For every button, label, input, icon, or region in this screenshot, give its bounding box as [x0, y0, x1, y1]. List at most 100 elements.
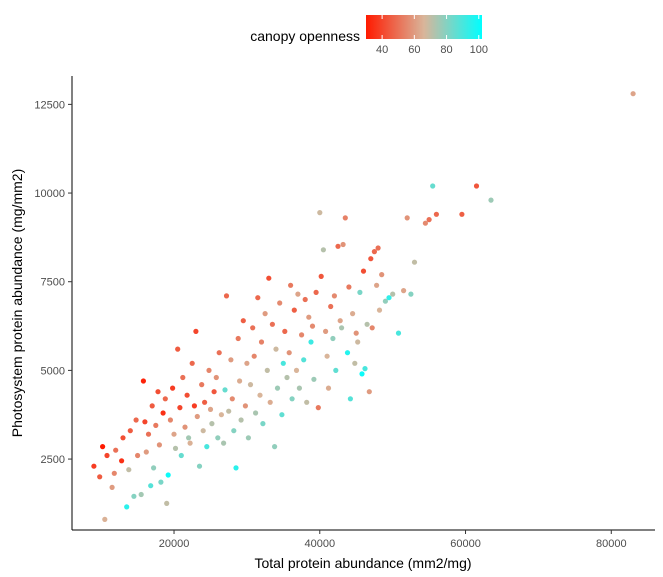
data-point	[200, 428, 206, 434]
data-point	[313, 289, 319, 295]
data-point	[340, 241, 346, 248]
data-point	[374, 282, 380, 288]
data-point	[104, 452, 110, 459]
data-point	[273, 346, 279, 352]
data-point	[229, 396, 235, 402]
data-point	[379, 272, 385, 278]
data-point	[401, 288, 407, 294]
data-point	[193, 328, 199, 334]
data-point	[199, 382, 205, 388]
data-point	[257, 392, 263, 398]
x-tick-label: 40000	[304, 538, 335, 550]
data-point	[369, 325, 375, 331]
data-point	[133, 417, 139, 423]
data-point	[408, 291, 414, 297]
data-point	[184, 392, 190, 398]
data-point	[226, 408, 232, 414]
data-point	[355, 339, 361, 345]
data-point	[206, 367, 212, 373]
x-tick-label: 20000	[159, 538, 190, 550]
data-point	[320, 247, 326, 253]
data-point	[177, 405, 183, 411]
data-point	[272, 444, 278, 450]
points-layer	[91, 91, 636, 523]
data-point	[222, 387, 228, 393]
data-point	[395, 330, 402, 336]
x-axis-title: Total protein abundance (mm2/mg)	[254, 555, 471, 571]
data-point	[337, 318, 343, 324]
data-point	[172, 445, 179, 451]
data-point	[306, 314, 312, 320]
y-ticks: 2500 5000 7500 10000 12500	[34, 99, 72, 466]
y-tick-label: 2500	[41, 454, 65, 466]
data-point	[221, 440, 227, 446]
data-point	[135, 452, 141, 459]
data-point	[167, 417, 173, 423]
data-point	[333, 367, 339, 373]
data-point	[404, 215, 410, 221]
data-point	[175, 346, 181, 352]
legend-title: canopy openness	[250, 28, 360, 44]
data-point	[352, 360, 358, 366]
data-point	[242, 403, 248, 409]
data-point	[253, 410, 259, 416]
legend-colorbar	[366, 15, 482, 39]
data-point	[178, 452, 184, 459]
data-point	[376, 307, 383, 313]
data-point	[233, 465, 239, 471]
data-point	[430, 183, 436, 189]
data-point	[308, 339, 314, 345]
data-point	[346, 284, 352, 290]
data-point	[216, 350, 222, 356]
data-point	[131, 493, 137, 499]
data-point	[119, 458, 125, 464]
data-point	[218, 412, 224, 418]
data-point	[231, 428, 237, 434]
data-point	[97, 474, 103, 480]
y-tick-label: 10000	[34, 188, 65, 200]
axes	[71, 76, 655, 531]
data-point	[293, 367, 300, 373]
data-point	[240, 318, 246, 324]
x-ticks: 20000 40000 60000 80000	[159, 530, 627, 550]
data-point	[180, 374, 186, 381]
data-point	[282, 328, 288, 334]
data-point	[309, 323, 316, 329]
legend-tick-label: 60	[408, 44, 420, 56]
data-point	[262, 311, 268, 317]
data-point	[149, 403, 155, 409]
data-point	[342, 215, 348, 221]
data-point	[143, 449, 149, 455]
data-point	[459, 211, 465, 217]
data-point	[330, 335, 336, 342]
y-tick-label: 5000	[41, 365, 65, 377]
data-point	[258, 339, 265, 345]
data-point	[296, 385, 302, 391]
data-point	[286, 350, 292, 356]
data-point	[299, 332, 305, 338]
data-point	[371, 249, 377, 255]
data-point	[433, 211, 439, 217]
data-point	[245, 435, 251, 441]
legend: canopy openness 40 60 80 100	[250, 15, 488, 56]
data-point	[153, 422, 159, 428]
data-point	[247, 382, 254, 388]
data-point	[251, 353, 257, 359]
data-point	[375, 245, 381, 251]
data-point	[209, 421, 215, 427]
data-point	[255, 295, 261, 301]
data-point	[155, 389, 161, 395]
data-point	[390, 291, 396, 297]
data-point	[151, 465, 157, 471]
data-point	[366, 389, 372, 395]
data-point	[302, 296, 308, 303]
data-point	[368, 256, 374, 262]
data-point	[267, 399, 273, 405]
data-point	[194, 413, 200, 420]
y-tick-label: 12500	[34, 99, 65, 111]
data-point	[323, 328, 329, 334]
data-point	[331, 293, 337, 299]
data-point	[238, 417, 244, 423]
data-point	[138, 491, 144, 498]
data-point	[156, 442, 162, 448]
